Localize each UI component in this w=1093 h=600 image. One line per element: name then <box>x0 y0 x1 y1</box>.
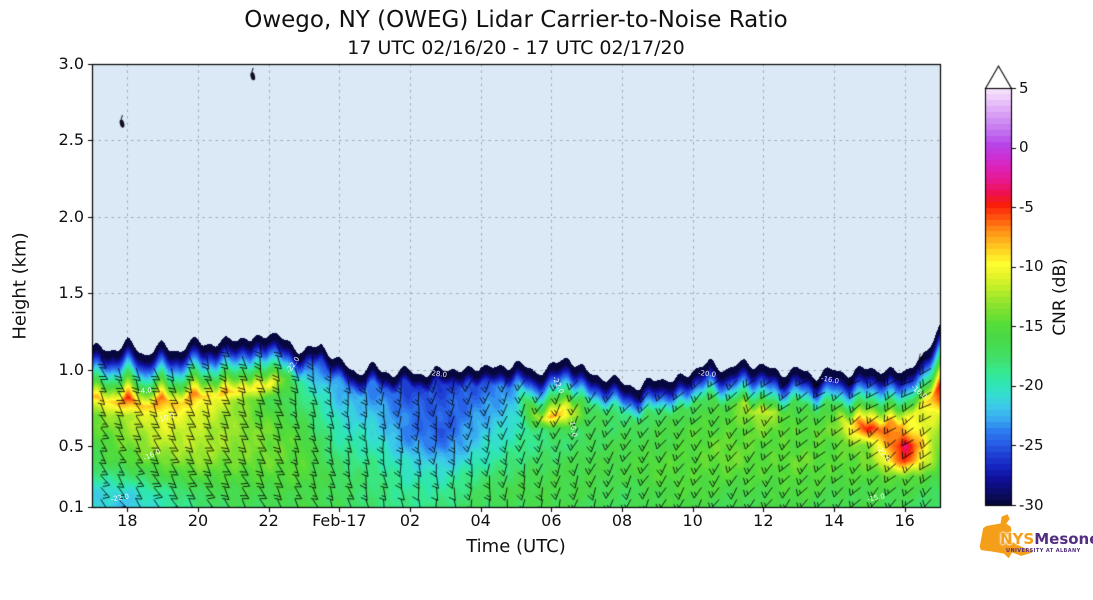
x-tick-label: 22 <box>258 511 279 530</box>
x-tick-label: 06 <box>541 511 562 530</box>
y-tick-label: 1.0 <box>58 359 84 379</box>
x-tick-label: 04 <box>470 511 491 530</box>
y-tick-label: 0.5 <box>58 435 84 455</box>
x-tick-label: 10 <box>682 511 703 530</box>
x-tick-label: 14 <box>823 511 845 530</box>
x-tick-label: 18 <box>117 511 138 530</box>
y-axis-label: Height (km) <box>9 232 31 340</box>
colorbar-tick-label: 5 <box>1019 78 1029 97</box>
y-tick-label: 2.0 <box>58 206 84 226</box>
y-tick-label: 0.1 <box>58 497 84 516</box>
colorbar-tick-label: -25 <box>1019 435 1044 454</box>
x-tick-label: Feb-17 <box>312 511 367 530</box>
contour-label: -4.0 <box>137 386 153 396</box>
x-tick-label: 20 <box>187 511 209 530</box>
logo-text: NYSMesonet <box>1000 530 1093 548</box>
nys-mesonet-logo: NYSMesonet UNIVERSITY AT ALBANY <box>973 508 1093 596</box>
logo-text-mesonet: Mesonet <box>1034 530 1093 548</box>
colorbar-tick-label: -5 <box>1019 197 1034 216</box>
colorbar-tick-label: -15 <box>1019 316 1044 335</box>
colorbar-tick-label: 0 <box>1019 138 1029 157</box>
colorbar-tick-label: -10 <box>1019 257 1044 276</box>
x-axis-label: Time (UTC) <box>466 536 566 557</box>
x-tick-label: 16 <box>894 511 915 530</box>
x-tick-label: 12 <box>753 511 774 530</box>
chart-subtitle: 17 UTC 02/16/20 - 17 UTC 02/17/20 <box>347 37 685 59</box>
colorbar-tick-label: -20 <box>1019 376 1044 395</box>
ny-state-icon <box>979 514 1033 559</box>
colorbar-tick-label: -30 <box>1019 495 1044 514</box>
x-tick-label: 02 <box>399 511 421 530</box>
logo-subtext: UNIVERSITY AT ALBANY <box>1006 548 1081 554</box>
y-tick-label: 3.0 <box>58 54 84 73</box>
y-tick-label: 2.5 <box>58 130 84 150</box>
colorbar-label: CNR (dB) <box>1050 258 1070 336</box>
chart-title: Owego, NY (OWEG) Lidar Carrier-to-Noise … <box>244 7 788 33</box>
y-tick-label: 1.5 <box>58 283 84 303</box>
x-tick-label: 08 <box>611 511 633 530</box>
logo-text-nys: NYS <box>1000 530 1035 548</box>
